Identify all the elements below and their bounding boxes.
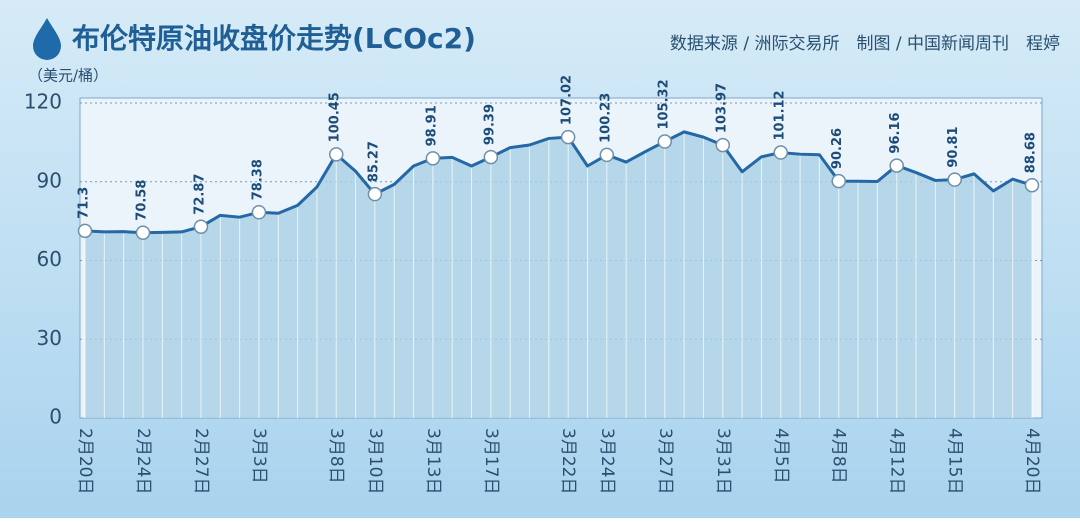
area-fill (85, 131, 1032, 418)
x-tick-label: 4月20日 (1022, 428, 1042, 494)
value-label: 96.16 (888, 112, 903, 153)
x-tick-label: 3月24日 (597, 428, 617, 494)
y-tick-label: 30 (37, 326, 62, 350)
point (328, 147, 344, 162)
value-label: 90.81 (946, 126, 961, 167)
point (560, 129, 576, 145)
y-tick-label: 60 (37, 247, 62, 271)
point (251, 205, 267, 220)
value-label: 90.26 (830, 128, 845, 169)
line (84, 130, 1033, 235)
x-tick-label: 3月17日 (481, 428, 501, 494)
x-tick-label: 3月3日 (249, 428, 269, 484)
point (831, 173, 846, 189)
x-tick-label: 3月13日 (423, 428, 443, 494)
x-tick-label: 4月12日 (887, 428, 907, 494)
x-tick-label: 2月20日 (75, 428, 95, 494)
value-label: 98.91 (424, 105, 439, 146)
x-tick-label: 3月8日 (326, 428, 346, 484)
value-label: 103.97 (714, 83, 729, 133)
value-label: 72.87 (192, 174, 207, 215)
x-tick-label: 4月15日 (945, 428, 965, 494)
point (483, 149, 499, 165)
y-axis-label: （美元/桶） (28, 67, 108, 85)
y-tick-label: 0 (49, 405, 62, 429)
value-label: 70.58 (134, 180, 149, 221)
point (135, 225, 151, 240)
point (367, 186, 383, 202)
point (193, 219, 209, 234)
value-label: 85.27 (366, 141, 381, 182)
point (715, 137, 731, 153)
value-label: 100.45 (328, 92, 343, 142)
x-tick-label: 4月5日 (771, 428, 791, 484)
x-tick-label: 3月31日 (713, 428, 733, 494)
x-tick-label: 3月27日 (655, 428, 675, 494)
value-label: 101.12 (772, 90, 787, 140)
point (657, 134, 673, 149)
value-label: 105.32 (656, 79, 671, 129)
point (947, 172, 962, 187)
source: 数据来源 / 洲际交易所 制图 / 中国新闻周刊 程婷 (670, 34, 1060, 54)
point (77, 223, 93, 239)
value-label: 100.23 (598, 93, 613, 143)
point (889, 158, 904, 173)
value-label: 99.39 (482, 104, 497, 145)
value-label: 107.02 (560, 75, 575, 125)
value-label: 78.38 (250, 159, 265, 200)
point (1024, 177, 1040, 193)
value-label: 71.3 (77, 187, 92, 219)
value-label: 88.68 (1024, 132, 1039, 173)
x-tick-label: 3月10日 (365, 428, 385, 494)
x-tick-label: 2月27日 (191, 428, 211, 494)
chart-title: 布伦特原油收盘价走势(LCOc2) (72, 22, 476, 55)
drop-icon (33, 18, 61, 60)
x-tick-label: 3月22日 (558, 428, 578, 494)
x-tick-label: 4月8日 (829, 428, 849, 484)
x-tick-label: 2月24日 (133, 428, 153, 494)
y-tick-label: 90 (37, 168, 62, 192)
y-tick-label: 120 (24, 90, 62, 114)
point (599, 147, 615, 163)
point (425, 151, 441, 166)
point (773, 145, 789, 160)
